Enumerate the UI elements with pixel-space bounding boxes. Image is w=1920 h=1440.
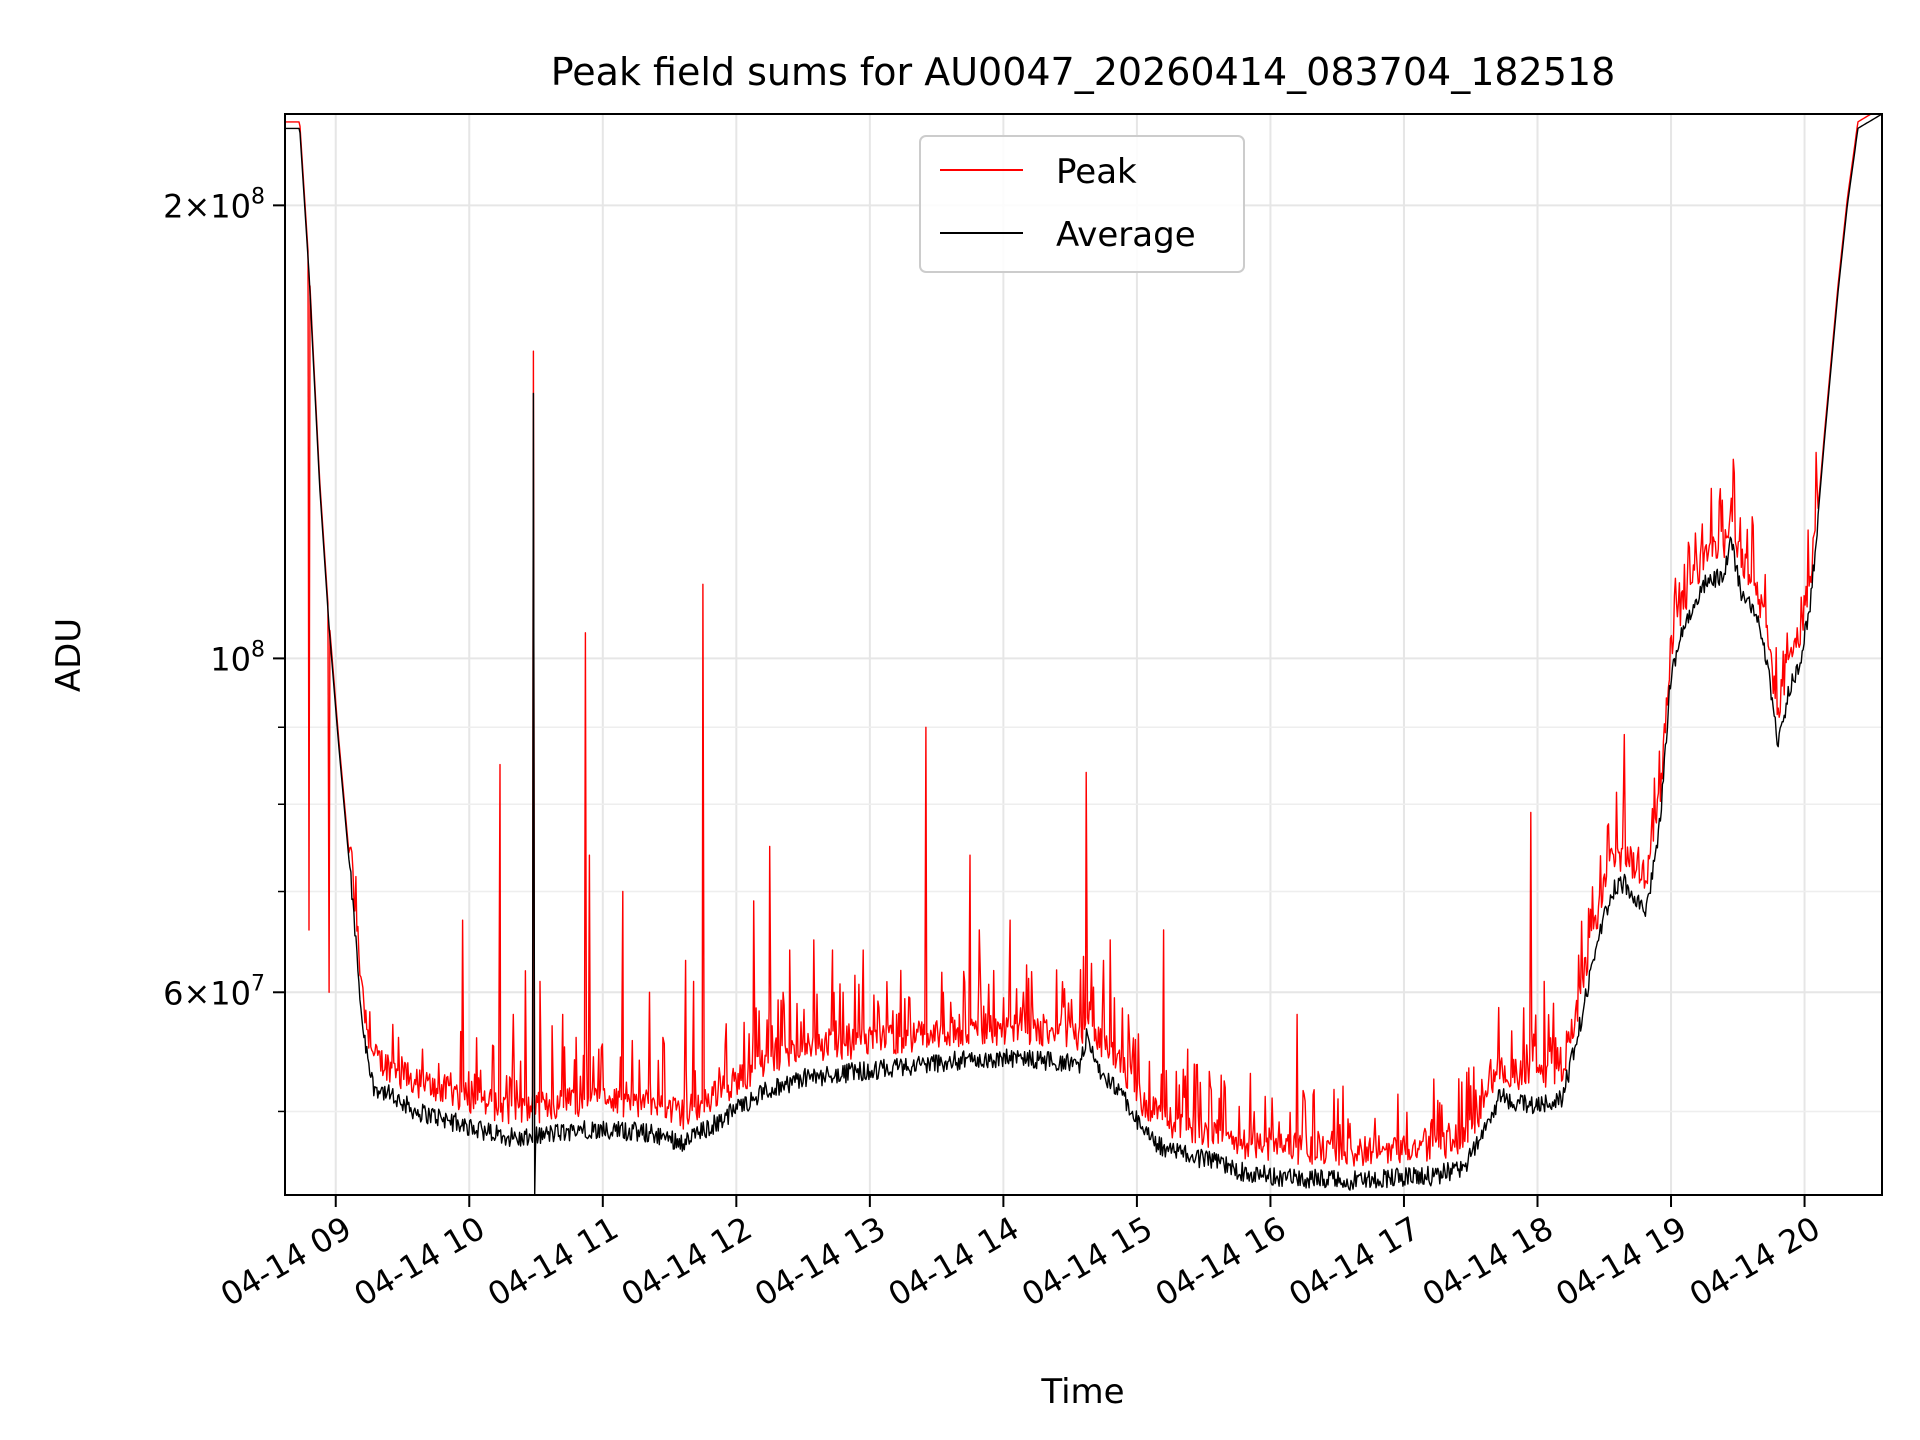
x-axis-label: Time — [1040, 1372, 1124, 1412]
y-tick-mantissa: 6×10 — [163, 974, 251, 1012]
legend-peak-label: Peak — [1056, 152, 1137, 192]
series-peak-line — [285, 113, 1882, 1167]
svg-text:2×108: 2×108 — [163, 184, 265, 225]
y-tick-mantissa: 2×10 — [163, 187, 251, 225]
y-tick-exponent: 8 — [251, 184, 265, 209]
y-axis-label: ADU — [49, 618, 89, 692]
series-layer — [285, 113, 1883, 1196]
y-tick-label: 2×108 — [163, 184, 265, 225]
y-tick-label: 6×107 — [163, 971, 265, 1012]
y-tick-exponent: 8 — [251, 637, 265, 662]
y-tick-mantissa: 10 — [210, 640, 251, 678]
series-average-line — [285, 113, 1883, 1196]
y-tick-exponent: 7 — [251, 971, 265, 996]
y-tick-label: 108 — [210, 637, 265, 678]
legend: Peak Average — [919, 135, 1245, 273]
legend-average-label: Average — [1056, 215, 1196, 255]
svg-text:108: 108 — [210, 637, 265, 678]
chart-title: Peak field sums for AU0047_20260414_0837… — [551, 50, 1616, 94]
svg-text:6×107: 6×107 — [163, 971, 265, 1012]
plot-area-border — [284, 113, 1883, 1196]
